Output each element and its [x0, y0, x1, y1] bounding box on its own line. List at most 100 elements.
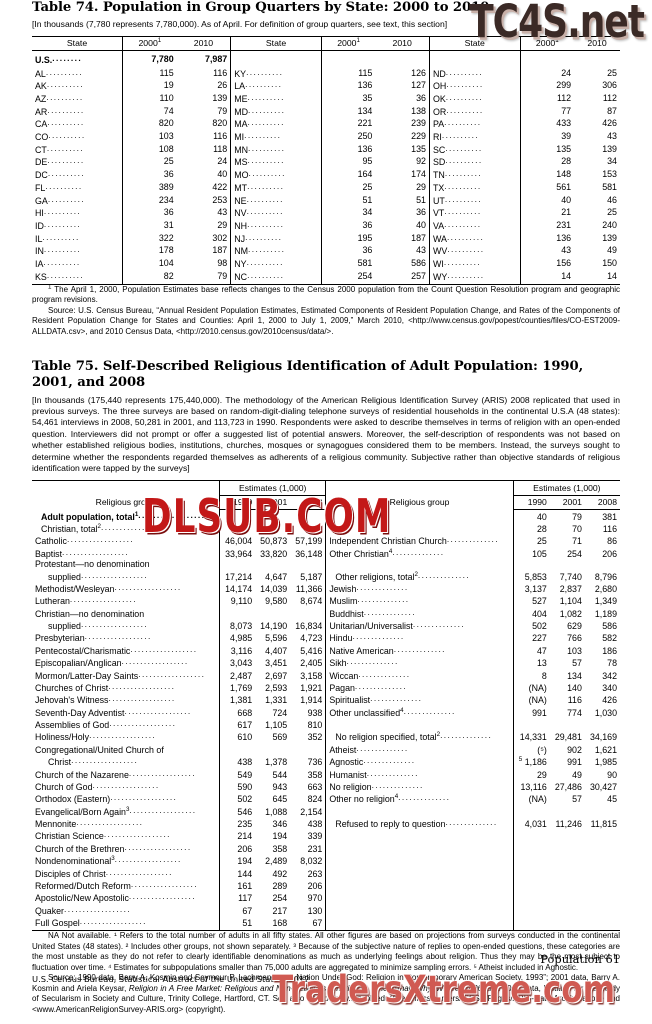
row-value: [585, 559, 620, 569]
row-label: Catholic ..................: [35, 534, 135, 547]
row-value: [512, 854, 550, 867]
row-value: [512, 903, 550, 916]
row-value: 43: [217, 207, 228, 218]
row-value: 250: [320, 129, 376, 143]
table-74: State 20001 2010 State 20001 2010 State …: [32, 35, 620, 284]
row-value: 4,985: [219, 631, 256, 644]
row-value: [550, 718, 585, 730]
table-row: CO .......... 103 116 MI .......... 250 229 RI…: [32, 129, 620, 143]
row-value: 28: [519, 155, 575, 168]
row-value: 21: [519, 205, 575, 219]
table-75-body: Adult population, total1 ...............…: [32, 509, 620, 931]
row-label: UT ..........: [428, 193, 521, 206]
row-value: 1,088: [265, 806, 288, 817]
col-header-1990-left: 1990: [219, 495, 256, 510]
row-value: 774: [567, 707, 582, 718]
row-spacer: [325, 854, 514, 867]
row-value: 346: [272, 819, 288, 830]
row-spacer: [325, 804, 514, 817]
row-spacer: [325, 559, 514, 570]
row-value: [512, 804, 550, 817]
table-row: GA .......... 234 253 NE .......... 51 51 UT .…: [32, 193, 620, 206]
row-value: 381: [602, 511, 617, 522]
row-value: 57,199: [295, 536, 323, 547]
row-value: 342: [602, 670, 617, 681]
row-label: Adult population, total1 ...............…: [41, 509, 206, 522]
row-value: 214: [219, 829, 256, 842]
row-value: 57: [572, 794, 582, 805]
table-75-wrapper: Religious group Estimates (1,000) Religi…: [32, 479, 620, 932]
row-value: 116: [213, 67, 228, 78]
row-value: 116: [213, 131, 228, 142]
row-label: Other unclassified4 ..............: [325, 705, 514, 718]
row-value: 29: [512, 767, 550, 780]
row-value: 67: [312, 918, 323, 929]
row-value: 1,349: [594, 596, 617, 607]
col-header-state-3: State: [428, 35, 521, 51]
row-value: 174: [411, 169, 426, 180]
row-value: [519, 50, 575, 67]
row-value: 194: [219, 854, 256, 867]
row-value: 24: [217, 156, 228, 167]
row-value: [585, 904, 620, 916]
row-value: 820: [122, 117, 177, 130]
row-label: SC ..........: [428, 142, 521, 156]
row-value: [585, 718, 620, 730]
table-74-headnote: [In thousands (7,780 represents 7,780,00…: [32, 19, 448, 30]
row-value: 144: [219, 866, 256, 879]
row-value: 49: [607, 245, 617, 256]
row-value: 221: [320, 117, 376, 130]
row-value: 8: [512, 668, 550, 681]
row-value: 3,158: [300, 670, 323, 681]
table-row: Christian Science .................. 214 1…: [32, 829, 620, 842]
row-value: 8,073: [219, 618, 256, 632]
row-value: 5,596: [265, 633, 288, 644]
row-label: NH ..........: [230, 218, 322, 232]
row-value: 943: [272, 781, 288, 792]
row-value: 40: [416, 219, 426, 230]
row-label: KS ..........: [35, 269, 85, 282]
row-value: 1,378: [265, 757, 288, 768]
table-row: U.S. ........ 7,780 7,987: [32, 50, 620, 67]
row-value: 544: [272, 769, 288, 780]
row-label: Christian, total2 ..................: [41, 522, 169, 535]
row-value: 2,489: [265, 856, 288, 867]
table-row: supplied .................. 8,073 14,190 16…: [32, 618, 620, 632]
row-label: Mormon/Latter-Day Saints ...............…: [35, 668, 206, 681]
row-value: 426: [602, 118, 617, 129]
table-row: Church of the Brethren .................…: [32, 841, 620, 854]
row-spacer: [325, 903, 514, 916]
row-value: 25: [122, 155, 177, 168]
row-value: (NA): [512, 693, 550, 706]
table-row: Congregational/United Church of Atheist .…: [32, 742, 620, 755]
row-value: 33,820: [260, 548, 288, 559]
table-row: DE .......... 25 24 MS .......... 95 92 SD ...…: [32, 155, 620, 168]
row-value: 438: [219, 755, 256, 768]
row-value: 134: [567, 670, 582, 681]
row-value: [290, 510, 326, 522]
row-value: 130: [307, 905, 323, 916]
row-value: [550, 805, 585, 817]
row-value: 668: [219, 705, 256, 718]
row-value: 79: [217, 270, 228, 281]
row-value: 617: [219, 717, 256, 731]
row-value: [585, 854, 620, 866]
row-label: Reformed/Dutch Reform ..................: [35, 878, 198, 891]
table-row: FL .......... 389 422 MT .......... 25 29 TX .…: [32, 180, 620, 194]
table-row: Seventh-Day Adventist ..................…: [32, 705, 620, 718]
row-value: [585, 891, 620, 903]
row-label: Apostolic/New Apostolic ................…: [35, 891, 196, 904]
col-header-2008-right: 2008: [584, 495, 620, 510]
row-label: Episcopalian/Anglican ..................: [35, 656, 189, 669]
row-value: 104: [122, 256, 177, 270]
table-row: Christ .................. 438 1,378 736 Agno…: [32, 755, 620, 768]
row-value: 87: [607, 105, 617, 116]
row-value: 11,246: [555, 819, 582, 830]
row-label: OH ..........: [428, 78, 521, 92]
row-value: 5,853: [512, 569, 550, 582]
table-75-title: Table 75. Self-Described Religious Ident…: [32, 359, 584, 391]
table-row: Pentecostal/Charismatic ................…: [32, 643, 620, 656]
row-value: 17,214: [219, 569, 256, 582]
row-value: 14,190: [260, 621, 288, 632]
row-value: 77: [519, 104, 575, 118]
